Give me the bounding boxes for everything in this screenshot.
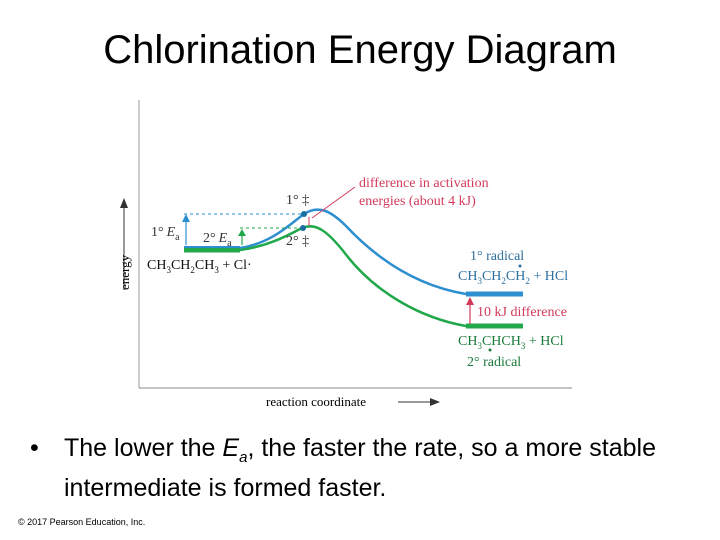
- reactant-label: CH3CH2CH3 + Cl·: [147, 258, 252, 275]
- ts-secondary-dot: [300, 225, 306, 231]
- reaction-arrow-head: [430, 398, 440, 406]
- y-axis-label: energy: [117, 254, 132, 290]
- bullet-ea-E: E: [222, 434, 240, 462]
- annotation-line-1: difference in activation: [359, 176, 489, 191]
- ts-primary-label: 1° ‡: [286, 193, 309, 208]
- secondary-radical-title: 2° radical: [467, 355, 521, 370]
- primary-product-label: CH3CH2CH2 + HCl: [458, 269, 568, 286]
- bullet-ea-sub: a: [239, 449, 248, 466]
- annotation-line-2: energies (about 4 kJ): [359, 194, 476, 209]
- ts-primary-dot: [301, 211, 307, 217]
- bullet-text-line1: , the faster the rate, so a more stable: [247, 434, 656, 462]
- ts-secondary-label: 2° ‡: [286, 234, 309, 249]
- radical-dot-primary: [518, 264, 522, 268]
- secondary-curve: [239, 225, 467, 328]
- bullet-symbol: •: [30, 434, 39, 462]
- radical-dot-secondary: [488, 348, 492, 352]
- bullet-text: The lower the Ea, the faster the rate, s…: [64, 433, 704, 504]
- primary-curve: [239, 208, 467, 296]
- copyright: © 2017 Pearson Education, Inc.: [18, 517, 146, 527]
- bullet-text-pre: The lower the: [64, 434, 223, 462]
- difference-label: 10 kJ difference: [477, 305, 567, 320]
- ea-secondary-arrow-head: [238, 229, 246, 236]
- energy-arrow-head: [120, 198, 128, 208]
- bullet-text-line2: intermediate is formed faster.: [64, 474, 387, 502]
- annotation-pointer: [311, 186, 356, 219]
- ea-primary-arrow-head: [182, 214, 190, 222]
- ea-primary-label: 1° Ea: [151, 225, 180, 243]
- ea-secondary-label: 2° Ea: [203, 231, 232, 249]
- x-axis-label: reaction coordinate: [266, 394, 366, 409]
- slide-title: Chlorination Energy Diagram: [103, 28, 617, 72]
- secondary-product-label: CH3CHCH3 + HCl: [458, 334, 564, 351]
- difference-arrow-head: [466, 297, 474, 305]
- primary-radical-title: 1° radical: [470, 249, 524, 264]
